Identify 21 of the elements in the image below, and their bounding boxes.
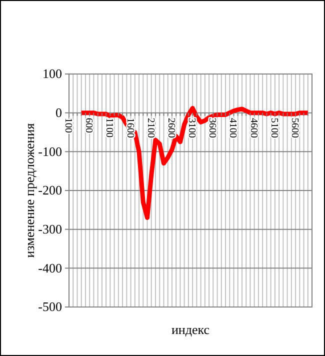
x-tick-label: 1100	[104, 118, 115, 138]
y-tick-label: -100	[38, 144, 62, 159]
x-tick-label: 2600	[165, 118, 176, 138]
x-tick-label: 5100	[268, 118, 280, 138]
x-tick-label: 600	[83, 118, 94, 133]
x-tick-label: 4600	[248, 118, 259, 138]
y-tick-label: 100	[42, 66, 62, 82]
y-tick-label: -400	[38, 260, 62, 276]
x-tick-label: 4100	[227, 118, 238, 138]
x-tick-label: 100	[62, 118, 74, 133]
x-axis-title: индекс	[171, 322, 210, 337]
x-tick-label: 3600	[206, 118, 218, 138]
y-tick-label: -200	[38, 182, 62, 198]
x-tick-label: 3100	[186, 118, 198, 138]
x-tick-label: 5600	[289, 118, 300, 138]
y-axis-title: изменение предложения	[22, 123, 37, 258]
x-tick-label: 2100	[144, 118, 156, 138]
y-tick-label: 0	[56, 104, 62, 120]
x-tick-label: 1600	[124, 118, 136, 138]
y-tick-label: -500	[38, 299, 62, 314]
y-tick-label: -300	[38, 221, 62, 236]
